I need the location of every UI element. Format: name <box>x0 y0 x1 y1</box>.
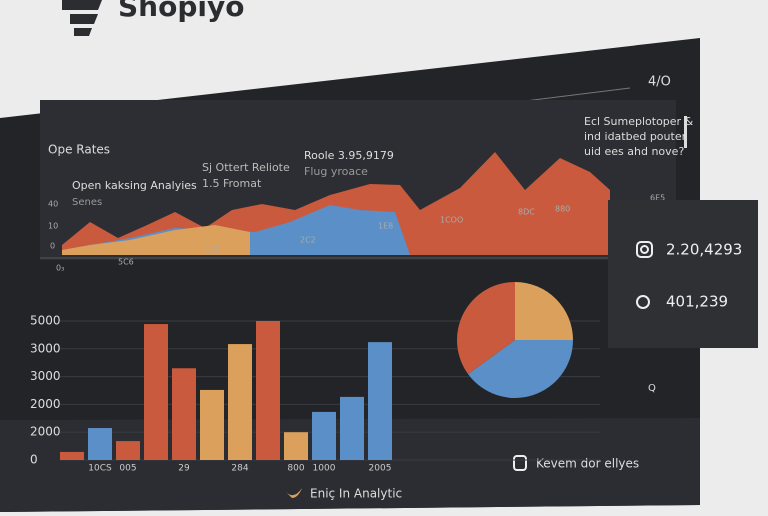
note: uid ees ahd nove? <box>584 145 684 158</box>
y-tick-label: 2000 <box>30 425 61 439</box>
x-tick-label: 1000 <box>313 464 336 474</box>
x-tick-label: 005 <box>119 464 136 474</box>
bar <box>312 411 336 460</box>
pie-slice <box>515 282 573 340</box>
readout: Roole 3.95,9179 <box>304 149 394 162</box>
stat-extra: Q <box>648 383 656 394</box>
tick: 0₃ <box>56 264 64 273</box>
legend: 1.5 Fromat <box>202 177 262 190</box>
y-tick-label: 3000 <box>30 369 61 383</box>
instagram-icon <box>636 241 653 258</box>
y-tick-label: 0 <box>30 453 38 467</box>
bar <box>368 342 392 460</box>
x-tick-label: 29 <box>178 464 190 474</box>
tick: 6E5 <box>650 194 665 203</box>
stat: 401,239 <box>666 293 728 311</box>
area-subtitle: Senes <box>72 197 102 208</box>
y-tick-label: 5000 <box>30 314 61 328</box>
tick: 40 <box>48 200 58 209</box>
bar <box>200 389 224 460</box>
logo-icon <box>62 0 102 36</box>
note: ind idatbed pouter <box>584 130 687 143</box>
x-tick-label: 800 <box>287 464 304 474</box>
logo: Shopiyo <box>118 0 244 23</box>
x-tick-label: 2005 <box>369 464 392 474</box>
stat: 2.20,4293 <box>666 241 742 259</box>
x-tick-label: 284 <box>231 464 248 474</box>
footer-icon <box>513 455 527 471</box>
footer-link[interactable]: Kevem dor ellyes <box>536 457 639 471</box>
bar <box>228 344 252 460</box>
pie-slice <box>468 340 573 399</box>
bar <box>256 321 280 460</box>
tick: 1CE <box>205 246 221 255</box>
icon-part <box>640 245 649 254</box>
tick: 1E8 <box>378 222 393 231</box>
scrollbar[interactable] <box>684 116 687 148</box>
bar <box>116 441 140 460</box>
area <box>62 225 250 255</box>
pie-slice <box>457 282 515 375</box>
bar <box>284 432 308 460</box>
y-tick-label: 3000 <box>30 341 61 355</box>
bar <box>340 396 364 460</box>
bar <box>172 368 196 460</box>
tick: 8DC <box>518 208 535 217</box>
note: Ecl Sumeplotoper & <box>584 115 694 128</box>
stats-card <box>608 200 758 348</box>
bar <box>88 428 112 460</box>
tick: 10 <box>48 222 58 231</box>
readout: Flug yroace <box>304 165 368 178</box>
search-icon <box>636 295 650 309</box>
tick: 2C2 <box>300 236 316 245</box>
bar <box>144 324 168 460</box>
brand-icon <box>286 488 302 498</box>
x-tick-label: 10CS <box>88 464 112 474</box>
counter: 4/O <box>648 75 671 90</box>
tick: 0 <box>50 242 55 251</box>
legend: Sj Ottert Reliote <box>202 161 290 174</box>
panel-title: Ope Rates <box>48 143 110 157</box>
tick: 880 <box>555 205 570 214</box>
tick: 1COO <box>440 216 463 225</box>
footer-brand: Eniç In Analytic <box>310 487 402 501</box>
bar <box>60 451 84 460</box>
tick: 5C6 <box>118 258 134 267</box>
y-tick-label: 2000 <box>30 397 61 411</box>
area-title: Open kaksing Analyies <box>72 179 197 192</box>
